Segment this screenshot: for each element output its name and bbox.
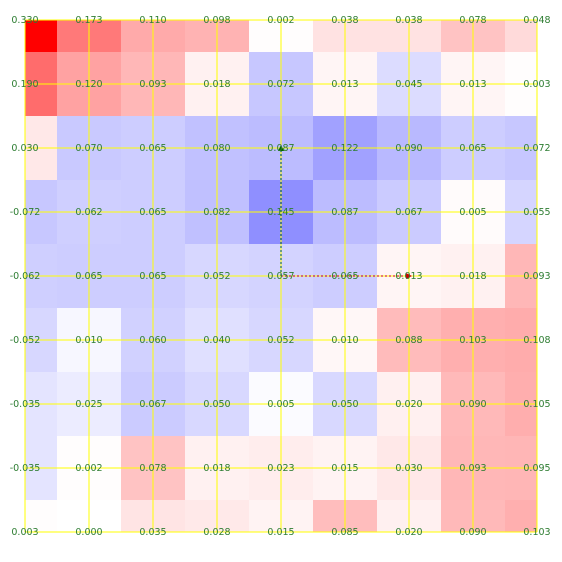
cell-value-label-r2-c1: 0.070	[75, 143, 102, 154]
cell-value-label-r8-c2: 0.035	[139, 527, 166, 538]
cell-value-label-r2-c8: 0.072	[523, 143, 550, 154]
cell-value-label-r4-c4: 0.057	[267, 271, 294, 282]
cell-value-label-r5-c4: 0.052	[267, 335, 294, 346]
cell-value-label-r5-c2: 0.060	[139, 335, 166, 346]
cell-value-label-r4-c2: 0.065	[139, 271, 166, 282]
cell-value-label-r5-c5: 0.010	[331, 335, 358, 346]
cell-value-label-r5-c3: 0.040	[203, 335, 230, 346]
cell-value-label-r8-c3: 0.028	[203, 527, 230, 538]
cell-value-label-r8-c6: 0.020	[395, 527, 422, 538]
cell-value-label-r1-c8: 0.003	[523, 79, 550, 90]
cell-value-label-r6-c8: 0.105	[523, 399, 550, 410]
cell-value-label-r0-c3: 0.098	[203, 15, 230, 26]
cell-value-label-r8-c4: 0.015	[267, 527, 294, 538]
cell-value-label-r3-c2: 0.065	[139, 207, 166, 218]
cell-value-label-r1-c1: 0.120	[75, 79, 102, 90]
cell-value-label-r0-c1: 0.173	[75, 15, 102, 26]
cell-value-label-r8-c0: 0.003	[11, 527, 38, 538]
cell-value-label-r7-c6: 0.030	[395, 463, 422, 474]
cell-value-label-r6-c3: 0.050	[203, 399, 230, 410]
cell-value-label-r6-c7: 0.090	[459, 399, 486, 410]
cell-value-label-r8-c7: 0.090	[459, 527, 486, 538]
cell-value-label-r3-c8: 0.055	[523, 207, 550, 218]
cell-value-label-r4-c7: 0.018	[459, 271, 486, 282]
cell-value-label-r7-c3: 0.018	[203, 463, 230, 474]
cell-value-label-r0-c8: 0.048	[523, 15, 550, 26]
cell-value-label-r3-c5: 0.087	[331, 207, 358, 218]
cell-value-label-r5-c8: 0.108	[523, 335, 550, 346]
cell-value-label-r1-c2: 0.093	[139, 79, 166, 90]
cell-value-label-r7-c7: 0.093	[459, 463, 486, 474]
cell-value-labels: 0.330 0.173 0.110 0.098 0.002 0.038 0.038 0.078…	[10, 15, 551, 538]
cell-value-label-r8-c5: 0.085	[331, 527, 358, 538]
cell-value-label-r3-c1: 0.062	[75, 207, 102, 218]
cell-value-label-r1-c0: 0.190	[11, 79, 38, 90]
heatmap-cell-r0-c0	[25, 20, 57, 52]
cell-value-label-r0-c2: 0.110	[139, 15, 166, 26]
cell-value-label-r6-c5: 0.050	[331, 399, 358, 410]
cell-value-label-r1-c6: 0.045	[395, 79, 422, 90]
cell-value-label-r2-c2: 0.065	[139, 143, 166, 154]
grid-lines	[24, 19, 538, 533]
heatmap-cell-r0-c8	[505, 20, 537, 52]
heatmap-cell-r8-c0	[25, 500, 57, 532]
cell-value-label-r0-c0: 0.330	[11, 15, 38, 26]
cell-value-label-r7-c8: 0.095	[523, 463, 550, 474]
cell-value-label-r2-c0: 0.030	[11, 143, 38, 154]
cell-value-label-r4-c3: 0.052	[203, 271, 230, 282]
heatmap-cell-r8-c8	[505, 500, 537, 532]
cell-value-label-r7-c4: 0.023	[267, 463, 294, 474]
cell-value-label-r4-c5: 0.065	[331, 271, 358, 282]
cell-value-label-r2-c3: 0.080	[203, 143, 230, 154]
cell-value-label-r6-c0: -0.035	[10, 399, 41, 410]
cell-value-label-r3-c3: 0.082	[203, 207, 230, 218]
cell-value-label-r7-c0: -0.035	[10, 463, 41, 474]
cell-value-label-r1-c7: 0.013	[459, 79, 486, 90]
cell-value-label-r8-c8: 0.103	[523, 527, 550, 538]
cell-value-label-r2-c6: 0.090	[395, 143, 422, 154]
cell-value-label-r2-c4: 0.087	[267, 143, 294, 154]
cell-value-label-r4-c1: 0.065	[75, 271, 102, 282]
cell-value-label-r6-c4: 0.005	[267, 399, 294, 410]
cell-value-label-r7-c5: 0.015	[331, 463, 358, 474]
cell-value-label-r2-c5: 0.122	[331, 143, 358, 154]
cell-value-label-r1-c5: 0.013	[331, 79, 358, 90]
cell-value-label-r2-c7: 0.065	[459, 143, 486, 154]
cell-value-label-r3-c4: 0.145	[267, 207, 294, 218]
cell-value-label-r7-c2: 0.078	[139, 463, 166, 474]
cell-value-label-r1-c4: 0.072	[267, 79, 294, 90]
cell-value-label-r3-c6: 0.067	[395, 207, 422, 218]
cell-value-label-r8-c1: 0.000	[75, 527, 102, 538]
cell-value-label-r6-c6: 0.020	[395, 399, 422, 410]
cell-value-label-r6-c2: 0.067	[139, 399, 166, 410]
cell-value-label-r4-c0: -0.062	[10, 271, 41, 282]
cell-value-label-r4-c6: 0.013	[395, 271, 422, 282]
cell-value-label-r3-c7: 0.005	[459, 207, 486, 218]
cell-value-label-r0-c5: 0.038	[331, 15, 358, 26]
cell-value-label-r5-c6: 0.088	[395, 335, 422, 346]
cell-value-label-r6-c1: 0.025	[75, 399, 102, 410]
cell-value-label-r0-c4: 0.002	[267, 15, 294, 26]
cell-value-label-r7-c1: 0.002	[75, 463, 102, 474]
cell-value-label-r0-c7: 0.078	[459, 15, 486, 26]
cell-value-label-r0-c6: 0.038	[395, 15, 422, 26]
cell-value-label-r1-c3: 0.018	[203, 79, 230, 90]
cell-value-label-r3-c0: -0.072	[10, 207, 41, 218]
vector-arrows	[278, 145, 412, 279]
cell-value-label-r4-c8: 0.093	[523, 271, 550, 282]
cell-value-label-r5-c0: -0.052	[10, 335, 41, 346]
cell-value-label-r5-c1: 0.010	[75, 335, 102, 346]
cell-value-label-r5-c7: 0.103	[459, 335, 486, 346]
